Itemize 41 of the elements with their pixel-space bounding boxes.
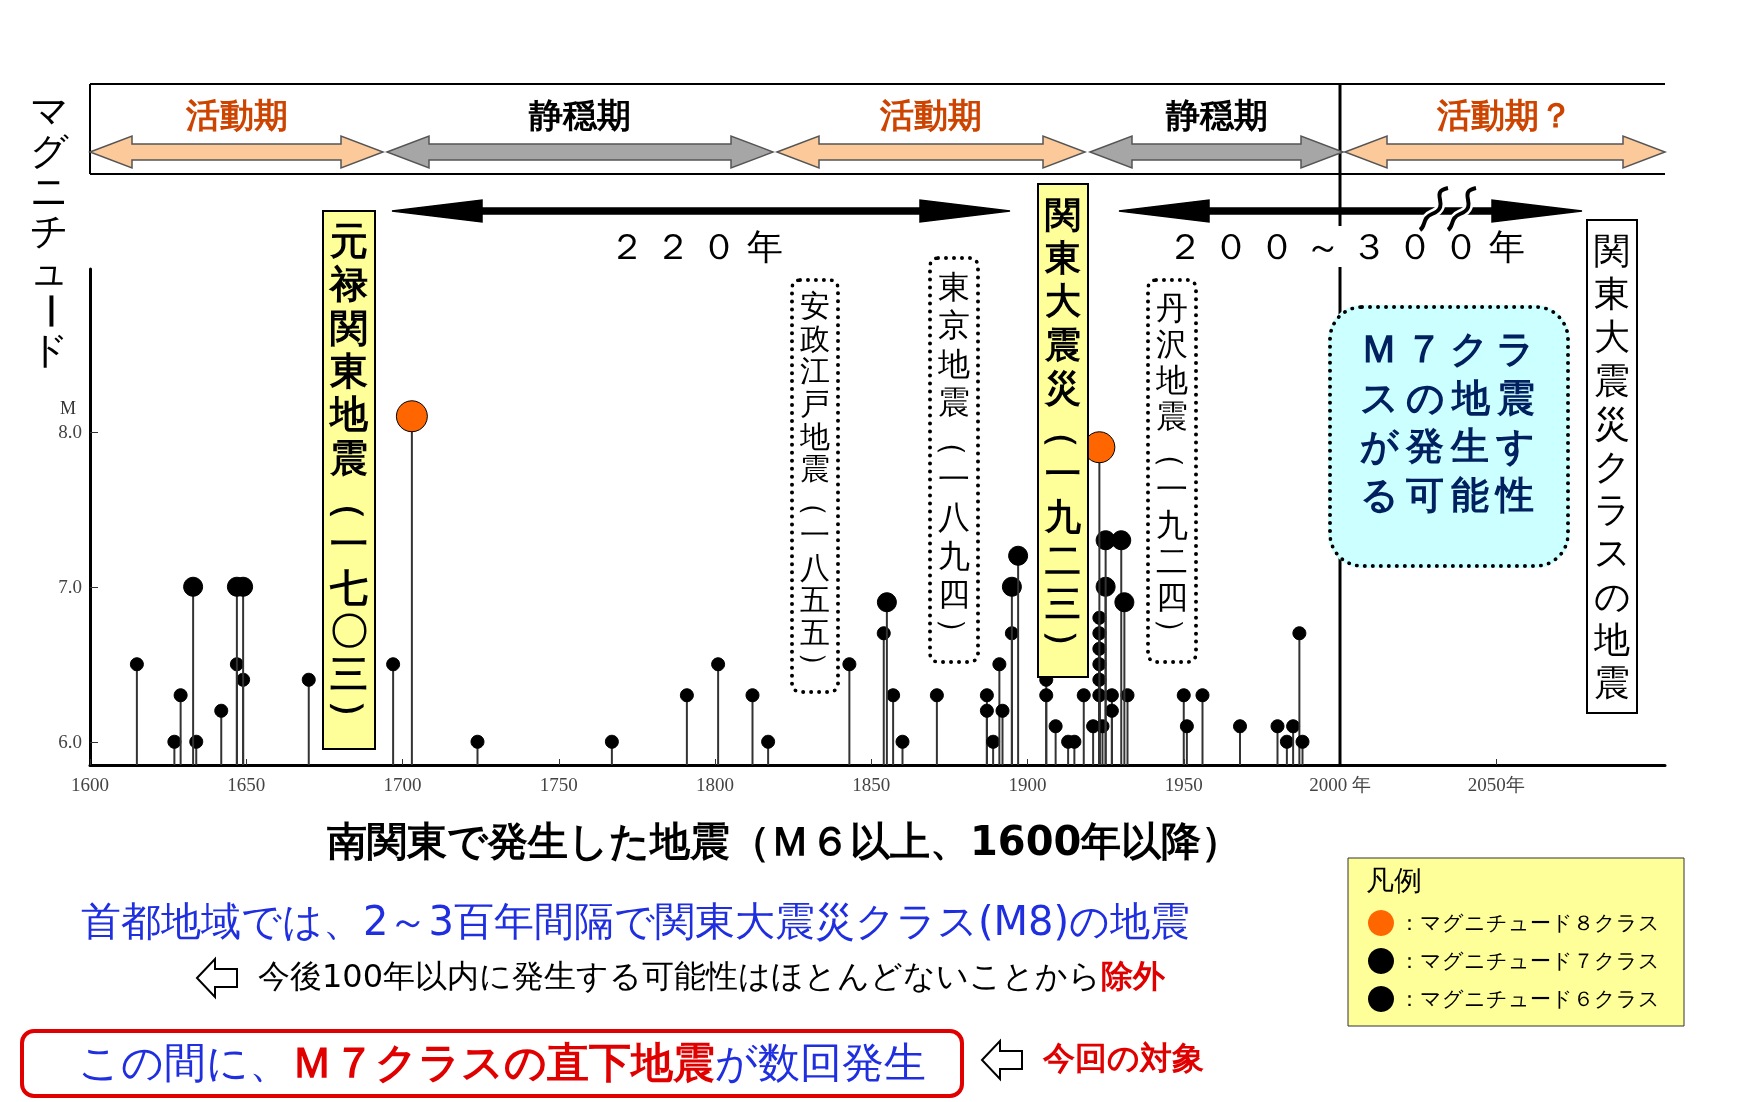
text: 首都地域では、2～3百年間隔で関東大震災クラス(M8)の地震 xyxy=(81,898,1191,944)
x-tick-label: 1750 xyxy=(539,774,578,795)
legend-label: ：マグニチュード７クラス xyxy=(1399,949,1660,973)
x-tick-label: 1650 xyxy=(227,774,266,795)
y-tick-label: 7.0 xyxy=(58,576,82,598)
text: 活動期 xyxy=(880,95,982,136)
text: 静穏期 xyxy=(1165,95,1268,136)
text: M xyxy=(60,398,77,419)
text: 活動期？ xyxy=(1437,95,1573,136)
text: ２２０年 xyxy=(609,226,793,268)
x-tick-label: 1900 xyxy=(1008,774,1047,795)
x-tick-label: 1950 xyxy=(1164,774,1203,795)
text: 静穏期 xyxy=(529,95,631,136)
text: 安政江戸地震（一八五五） xyxy=(798,288,834,681)
x-axis-title: 南関東で発生した地震（Ｍ６以上、1600年以降） xyxy=(327,818,1242,864)
text: ２００～３００年 xyxy=(1166,226,1535,268)
legend-title: 凡例 xyxy=(1366,863,1422,897)
text: 丹沢地震（一九二四） xyxy=(1153,289,1192,650)
text: 東京地震（一八九四） xyxy=(935,268,974,649)
text: この間に、 xyxy=(78,1038,291,1087)
text: 元禄関東地震（一七〇三） xyxy=(327,219,372,738)
x-tick-label: 1600 xyxy=(71,774,109,795)
text: 除外 xyxy=(1101,957,1166,995)
x-tick-label: 2000 年 xyxy=(1309,774,1371,795)
y-axis-title: マグニチュード xyxy=(27,89,72,373)
y-tick-label: 6.0 xyxy=(58,731,82,753)
text: が数回発生 xyxy=(715,1038,926,1087)
text: 今回の対象 xyxy=(1043,1039,1204,1077)
annotation: Ｍ７クラスの地震が発生する可能性 xyxy=(1328,305,1570,568)
text: 今後100年以内に発生する可能性はほとんどないことから xyxy=(258,957,1102,995)
text: 関東大震災クラスの地震 xyxy=(1594,230,1631,703)
legend-label: ：マグニチュード８クラス xyxy=(1399,911,1660,935)
text: Ｍ７クラスの直下地震 xyxy=(291,1038,715,1087)
text: 活動期 xyxy=(185,95,288,136)
x-tick-label: 1700 xyxy=(383,774,422,795)
y-tick-label: 8.0 xyxy=(58,421,82,443)
x-tick-label: 2050年 xyxy=(1467,774,1525,795)
x-tick-label: 1850 xyxy=(852,774,891,795)
text: 関東大震災（一九二三） xyxy=(1042,194,1084,665)
x-tick-label: 1800 xyxy=(696,774,734,795)
legend-label: ：マグニチュード６クラス xyxy=(1399,987,1660,1011)
